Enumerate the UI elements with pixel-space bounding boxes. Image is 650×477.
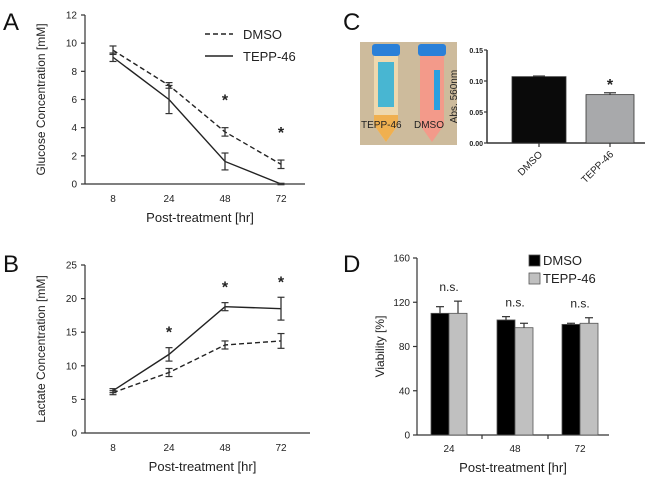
chart-b-x-tick-label: 8 xyxy=(110,443,116,454)
chart-b-x-tick-label: 24 xyxy=(163,443,175,454)
chart-d-bar-tepp-46 xyxy=(448,312,468,436)
chart-b-significance-star: * xyxy=(278,274,285,291)
chart-d-bar-dmso xyxy=(561,323,581,436)
chart-c-y-tick-label: 0.15 xyxy=(469,48,483,55)
chart-b-y-tick-label: 25 xyxy=(66,261,78,272)
chart-a-significance-star: * xyxy=(278,125,285,142)
chart-d-bar-tepp-46 xyxy=(579,322,599,436)
chart-c-y-axis-title: Abs. 560nm xyxy=(449,70,460,123)
tube-photo: TEPP-46 DMSO xyxy=(360,42,457,145)
chart-a-x-tick-label: 8 xyxy=(110,194,116,205)
chart-a-legend-label: DMSO xyxy=(243,27,282,42)
chart-d-legend-swatch-dmso xyxy=(528,254,541,267)
chart-a-significance-star: * xyxy=(222,93,229,110)
chart-b-y-tick-label: 0 xyxy=(71,429,77,440)
chart-d-y-tick-label: 0 xyxy=(404,431,410,442)
chart-d-x-tick-label: 72 xyxy=(574,444,586,455)
chart-a-legend-label: TEPP-46 xyxy=(243,49,296,64)
chart-c-y-tick-label: 0.05 xyxy=(469,110,483,117)
chart-d-legend-label: DMSO xyxy=(543,253,582,268)
chart-a-y-tick-label: 0 xyxy=(71,180,77,191)
chart-d-bar-dmso xyxy=(430,312,450,436)
panel-label-c: C xyxy=(343,9,360,36)
chart-d-y-tick-label: 80 xyxy=(399,342,411,353)
chart-c-y-tick-label: 0.00 xyxy=(469,141,483,148)
chart-d-y-tick-label: 40 xyxy=(399,386,411,397)
chart-b-y-tick-label: 20 xyxy=(66,294,78,305)
chart-a-y-tick-label: 12 xyxy=(66,11,78,22)
chart-b-x-tick-label: 72 xyxy=(275,443,287,454)
chart-a-y-tick-label: 6 xyxy=(71,95,77,106)
chart-d-legend-swatch-tepp-46 xyxy=(528,272,541,285)
panel-label-d: D xyxy=(343,251,360,278)
chart-d-x-axis-title: Post-treatment [hr] xyxy=(459,460,567,475)
chart-a-y-tick-label: 10 xyxy=(66,39,78,50)
chart-b-y-axis-title: Lactate Concentration [mM] xyxy=(34,275,48,422)
chart-c-y-tick-label: 0.10 xyxy=(469,79,483,86)
chart-a-x-tick-label: 72 xyxy=(275,194,287,205)
chart-a-y-tick-label: 8 xyxy=(71,67,77,78)
chart-d-x-tick-label: 48 xyxy=(509,444,521,455)
chart-a-x-axis-title: Post-treatment [hr] xyxy=(146,210,254,225)
chart-a-x-tick-label: 24 xyxy=(163,194,175,205)
chart-d-y-tick-label: 120 xyxy=(393,298,410,309)
chart-c-x-tick-label: TEPP-46 xyxy=(580,149,617,186)
chart-d-y-axis-title: Viability [%] xyxy=(373,316,387,378)
chart-d-bar-dmso xyxy=(496,319,516,436)
chart-b-significance-star: * xyxy=(166,325,173,342)
chart-b-x-tick-label: 48 xyxy=(219,443,231,454)
chart-d-significance-label: n.s. xyxy=(505,296,524,310)
chart-b-series-tepp-46-line xyxy=(112,305,282,392)
tube-label-dmso: DMSO xyxy=(414,120,444,131)
panel-label-a: A xyxy=(3,9,19,36)
tube-label-tepp: TEPP-46 xyxy=(361,120,402,131)
chart-c-bar-dmso xyxy=(511,76,567,144)
chart-b-y-tick-label: 15 xyxy=(66,328,78,339)
chart-b-y-tick-label: 10 xyxy=(66,361,78,372)
chart-d-significance-label: n.s. xyxy=(570,297,589,311)
chart-a-y-tick-label: 4 xyxy=(71,123,77,134)
chart-b-series-dmso-line xyxy=(112,340,282,394)
chart-d-legend-label: TEPP-46 xyxy=(543,271,596,286)
chart-b-significance-star: * xyxy=(222,280,229,297)
chart-c-significance-star: * xyxy=(607,77,614,94)
chart-a-x-tick-label: 48 xyxy=(219,194,231,205)
chart-a-y-axis-title: Glucose Concentration [mM] xyxy=(34,23,48,175)
chart-b-y-tick-label: 5 xyxy=(71,395,77,406)
chart-d-significance-label: n.s. xyxy=(439,280,458,294)
chart-b-x-axis-title: Post-treatment [hr] xyxy=(149,459,257,474)
chart-a-series-tepp-46-line xyxy=(112,56,282,185)
chart-a-y-tick-label: 2 xyxy=(71,151,77,162)
chart-d-bar-tepp-46 xyxy=(514,327,534,436)
chart-c-bar-tepp-46 xyxy=(585,94,635,144)
chart-d-y-tick-label: 160 xyxy=(393,254,410,265)
panel-label-b: B xyxy=(3,251,19,278)
chart-a-series-dmso-line xyxy=(112,49,282,165)
chart-d-x-tick-label: 24 xyxy=(443,444,455,455)
chart-c-x-tick-label: DMSO xyxy=(516,149,545,178)
